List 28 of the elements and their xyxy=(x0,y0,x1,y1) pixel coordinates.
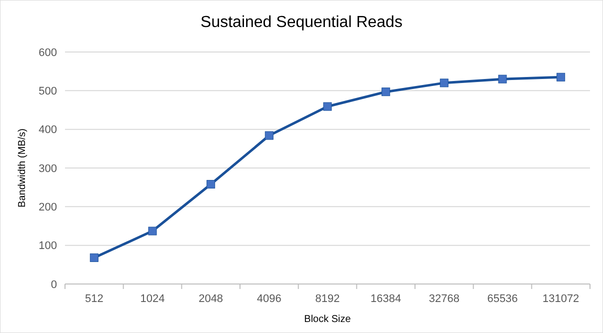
point xyxy=(323,102,332,111)
y-tick-label: 100 xyxy=(38,240,57,252)
y-tick-label: 200 xyxy=(38,202,57,214)
x-tick-label: 2048 xyxy=(198,293,224,305)
x-tick-label: 131072 xyxy=(542,293,580,305)
x-tick-label: 32768 xyxy=(428,293,460,305)
x-axis-title: Block Size xyxy=(304,314,352,325)
point xyxy=(148,226,157,236)
x-tick-label: 4096 xyxy=(256,293,282,305)
point xyxy=(440,78,448,88)
point xyxy=(556,72,566,82)
x-tick-label: 65536 xyxy=(487,293,518,305)
point xyxy=(264,131,274,140)
y-tick-label: 300 xyxy=(38,162,57,175)
x-tick-label: 1024 xyxy=(140,293,165,305)
point xyxy=(382,88,390,96)
x-tick-label: 16384 xyxy=(370,293,402,305)
y-axis-title: Bandwidth (MB/s) xyxy=(17,128,28,208)
y-tick-label: 400 xyxy=(38,124,57,136)
y-tick-label: 600 xyxy=(38,46,57,59)
x-tick-label: 8192 xyxy=(315,293,340,305)
x-tick-label: 512 xyxy=(84,293,104,305)
point xyxy=(206,180,216,188)
point xyxy=(90,253,98,262)
y-tick-label: 0 xyxy=(50,278,57,291)
chart-title: Sustained Sequential Reads xyxy=(200,14,402,31)
point xyxy=(498,74,507,84)
y-tick-label: 500 xyxy=(38,86,57,98)
